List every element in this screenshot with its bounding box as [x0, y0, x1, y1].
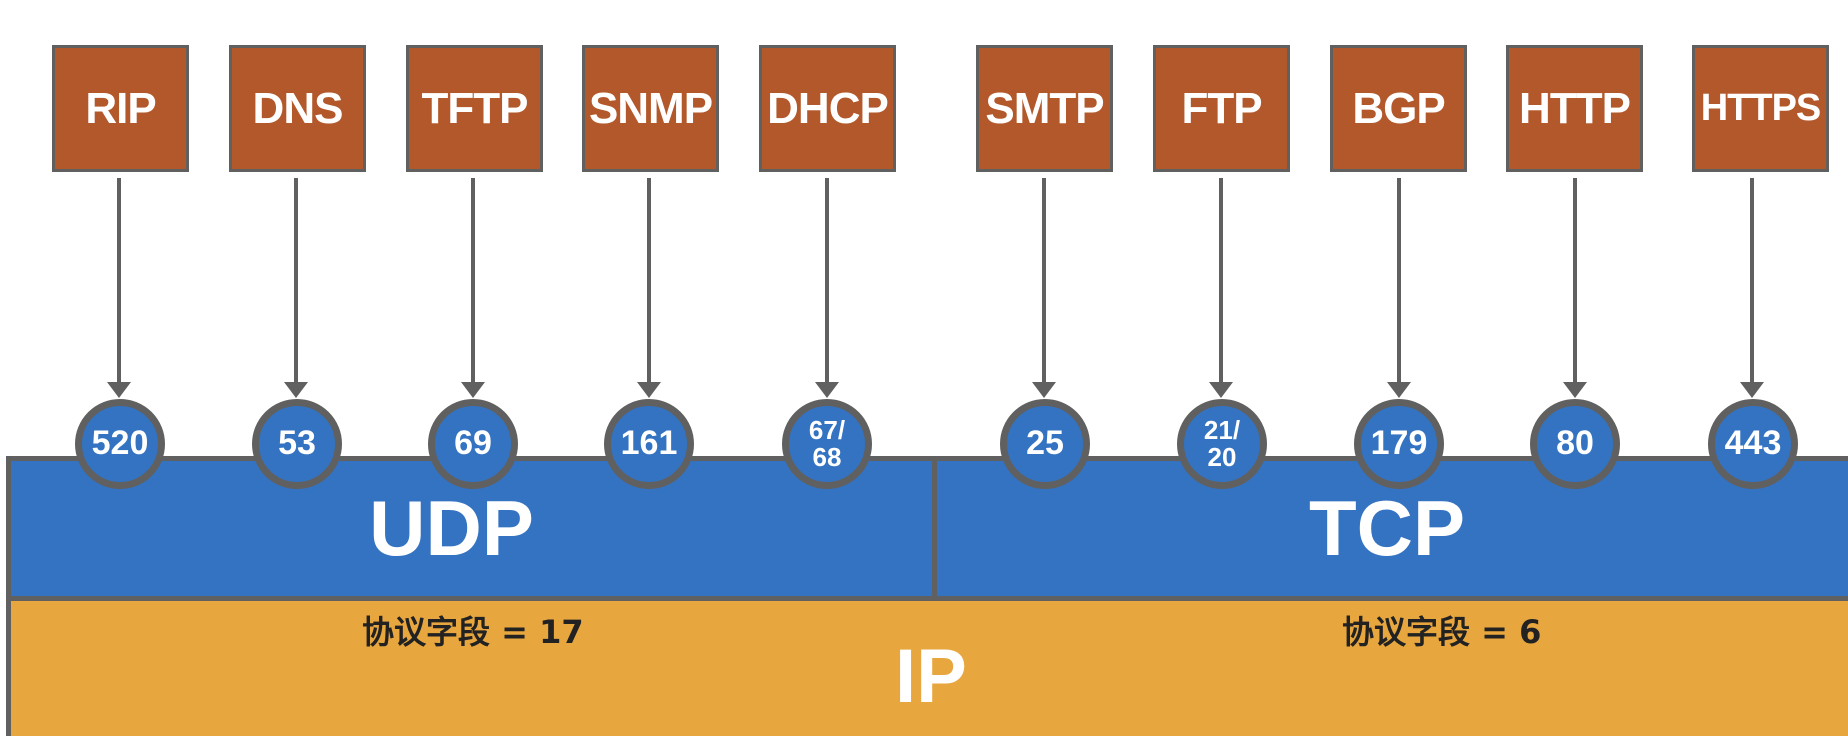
port-badge-http: 80	[1530, 399, 1620, 489]
protocol-box-tftp: TFTP	[406, 45, 543, 172]
port-badge-snmp: 161	[604, 399, 694, 489]
port-badge-ftp: 21/ 20	[1177, 399, 1267, 489]
protocol-box-http: HTTP	[1506, 45, 1643, 172]
port-number-ftp-line1: 21/	[1203, 414, 1241, 445]
protocol-box-dns: DNS	[229, 45, 366, 172]
ip-layer	[6, 596, 1848, 736]
port-number-https: 443	[1724, 424, 1782, 463]
ip-label: IP	[895, 634, 967, 719]
protocol-box-rip: RIP	[52, 45, 189, 172]
port-number-rip: 520	[91, 424, 149, 463]
protocol-label-ftp: FTP	[1181, 83, 1262, 133]
protocol-label-rip: RIP	[85, 83, 156, 133]
protocol-box-smtp: SMTP	[976, 45, 1113, 172]
protocol-label-dns: DNS	[252, 83, 344, 133]
protocol-label-http: HTTP	[1519, 83, 1631, 133]
protocol-box-snmp: SNMP	[582, 45, 719, 172]
port-badge-dns: 53	[252, 399, 342, 489]
port-number-bgp: 179	[1370, 424, 1428, 463]
protocol-box-https: HTTPS	[1692, 45, 1829, 172]
tcp-protocol-field-label: 协议字段 = 6	[1342, 613, 1542, 651]
port-badge-rip: 520	[75, 399, 165, 489]
protocol-label-dhcp: DHCP	[767, 83, 889, 133]
port-number-dhcp-line1: 67/	[808, 414, 846, 445]
protocol-stack-diagram: RIP DNS TFTP SNMP DHCP SMTP FTP BGP HTTP…	[6, 45, 1848, 736]
port-badge-https: 443	[1708, 399, 1798, 489]
port-number-snmp: 161	[620, 424, 678, 463]
port-badge-smtp: 25	[1000, 399, 1090, 489]
port-badge-tftp: 69	[428, 399, 518, 489]
protocol-label-bgp: BGP	[1352, 83, 1445, 133]
protocol-box-dhcp: DHCP	[759, 45, 896, 172]
protocol-box-bgp: BGP	[1330, 45, 1467, 172]
protocol-box-ftp: FTP	[1153, 45, 1290, 172]
port-number-dns: 53	[278, 424, 316, 463]
port-number-ftp-line2: 20	[1207, 442, 1237, 472]
protocol-label-snmp: SNMP	[588, 83, 713, 133]
port-number-smtp: 25	[1026, 424, 1064, 463]
protocol-label-smtp: SMTP	[985, 83, 1104, 133]
protocol-label-https: HTTPS	[1700, 87, 1822, 129]
protocol-label-tftp: TFTP	[421, 83, 529, 133]
port-badge-dhcp: 67/ 68	[782, 399, 872, 489]
udp-label: UDP	[369, 484, 534, 572]
udp-protocol-field-label: 协议字段 = 17	[362, 613, 584, 651]
port-number-tftp: 69	[454, 424, 492, 463]
port-number-dhcp-line2: 68	[812, 442, 842, 472]
port-number-http: 80	[1556, 424, 1594, 463]
port-badge-bgp: 179	[1354, 399, 1444, 489]
tcp-label: TCP	[1309, 484, 1465, 572]
